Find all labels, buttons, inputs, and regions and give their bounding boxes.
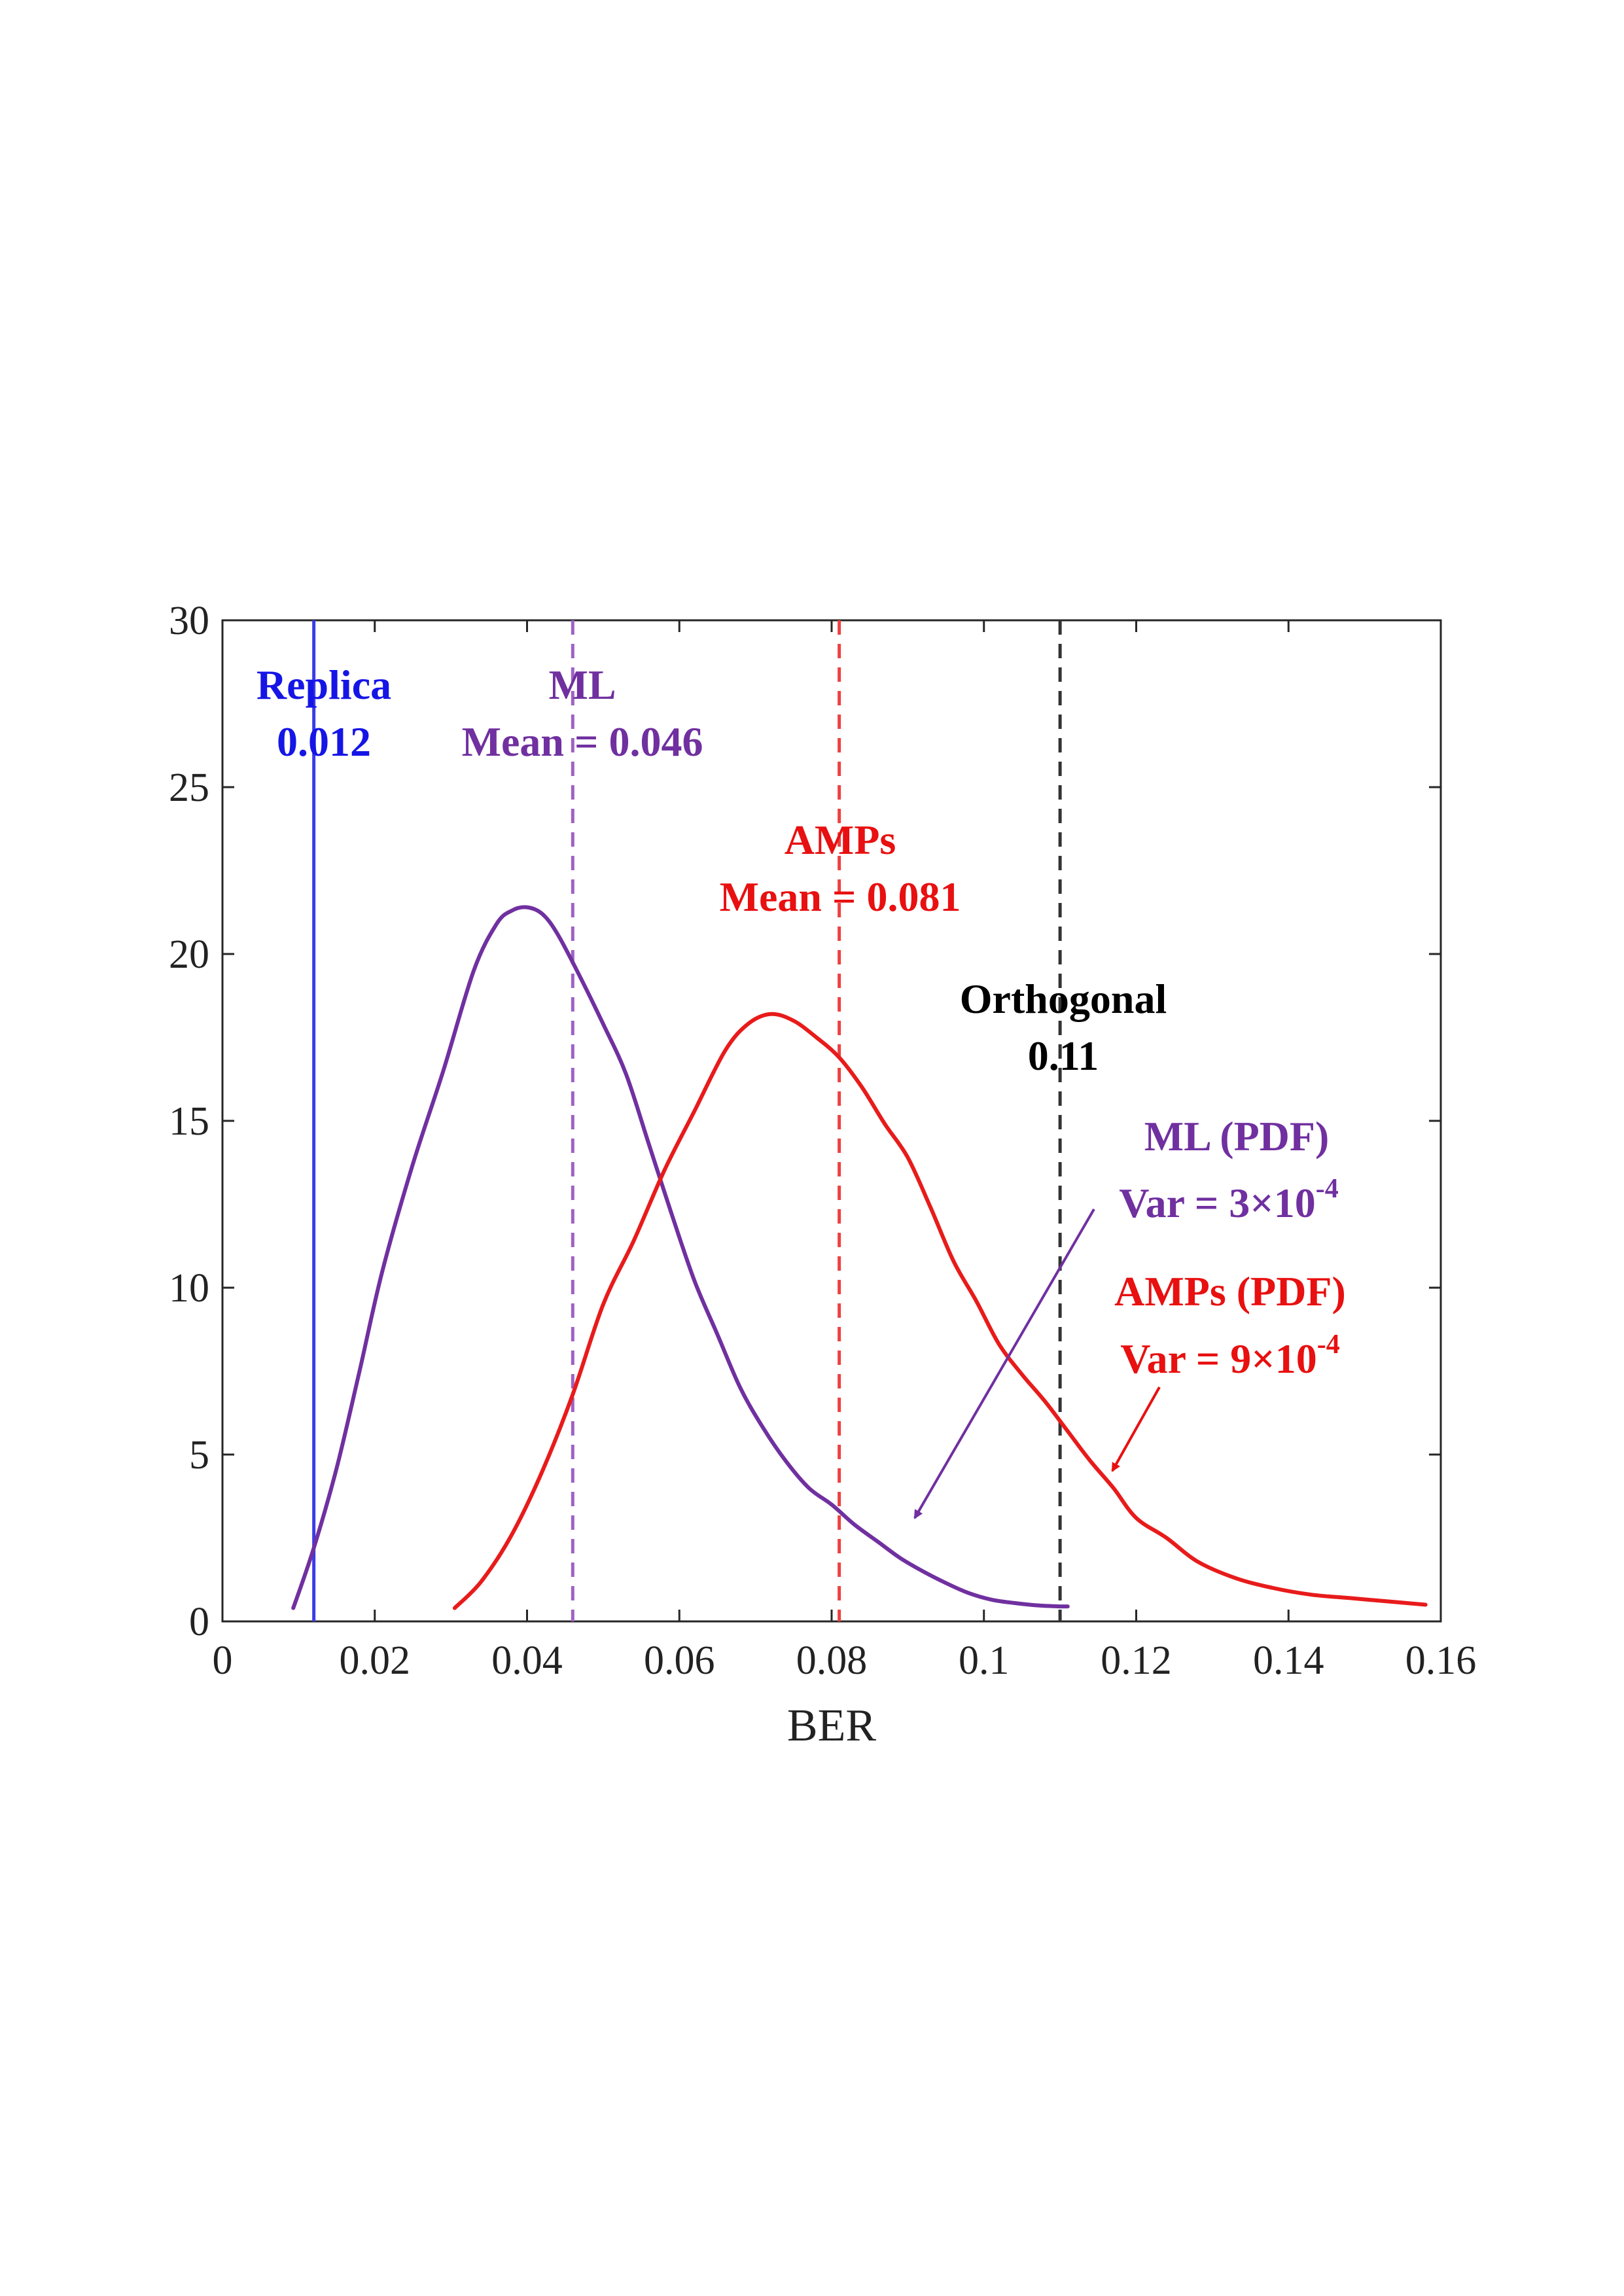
- orthogonal-label: Orthogonal: [960, 976, 1167, 1022]
- y-tick-label: 0: [189, 1600, 209, 1644]
- amps-pdf-arrow: [1111, 1386, 1161, 1472]
- replica-label: Replica: [256, 662, 391, 708]
- ml-mean-value: Mean = 0.046: [462, 718, 703, 765]
- x-tick-label: 0.12: [1101, 1638, 1172, 1683]
- amps-mean-value: Mean = 0.081: [720, 874, 961, 920]
- y-tick-label: 10: [169, 1266, 209, 1311]
- x-tick-label: 0.02: [340, 1638, 411, 1683]
- y-tick-label: 30: [169, 599, 209, 643]
- y-tick-label: 25: [169, 766, 209, 810]
- x-tick-label: 0: [213, 1638, 233, 1683]
- y-tick-label: 5: [189, 1433, 209, 1477]
- y-tick-label: 15: [169, 1099, 209, 1144]
- axis-tick-labels: 0 0.02 0.04 0.06 0.08 0.1 0.12 0.14 0.16 0 5 10 15 20…: [169, 599, 1476, 1683]
- x-tick-label: 0.1: [959, 1638, 1010, 1683]
- y-tick-label: 20: [169, 932, 209, 977]
- ml-pdf-arrow: [913, 1208, 1095, 1519]
- ml-pdf-variance: Var = 3×10-4: [1119, 1174, 1339, 1226]
- x-tick-label: 0.06: [644, 1638, 715, 1683]
- amps-pdf-variance-base: Var = 9×10: [1120, 1335, 1317, 1382]
- amps-pdf-variance-exponent: -4: [1317, 1330, 1340, 1360]
- reference-lines: [312, 620, 1062, 1621]
- ml-label: ML: [548, 662, 616, 708]
- x-tick-label: 0.08: [796, 1638, 868, 1683]
- x-axis-title: BER: [787, 1701, 876, 1751]
- replica-value: 0.012: [277, 718, 371, 765]
- ml-pdf-label: ML (PDF): [1144, 1113, 1330, 1159]
- axis-ticks: [221, 619, 1442, 1623]
- orthogonal-value: 0.11: [1028, 1033, 1099, 1079]
- x-tick-label: 0.04: [491, 1638, 563, 1683]
- x-tick-label: 0.16: [1405, 1638, 1477, 1683]
- series-ml-pdf: [291, 905, 1070, 1610]
- amps-label: AMPs: [785, 817, 896, 863]
- ml-pdf-variance-base: Var = 3×10: [1119, 1180, 1316, 1226]
- amps-pdf-variance: Var = 9×10-4: [1120, 1330, 1340, 1382]
- ml-pdf-variance-exponent: -4: [1316, 1174, 1339, 1204]
- pdf-curves: [291, 905, 1428, 1610]
- series-amps-pdf: [452, 1012, 1428, 1610]
- amps-pdf-label: AMPs (PDF): [1114, 1268, 1346, 1315]
- x-tick-label: 0.14: [1253, 1638, 1324, 1683]
